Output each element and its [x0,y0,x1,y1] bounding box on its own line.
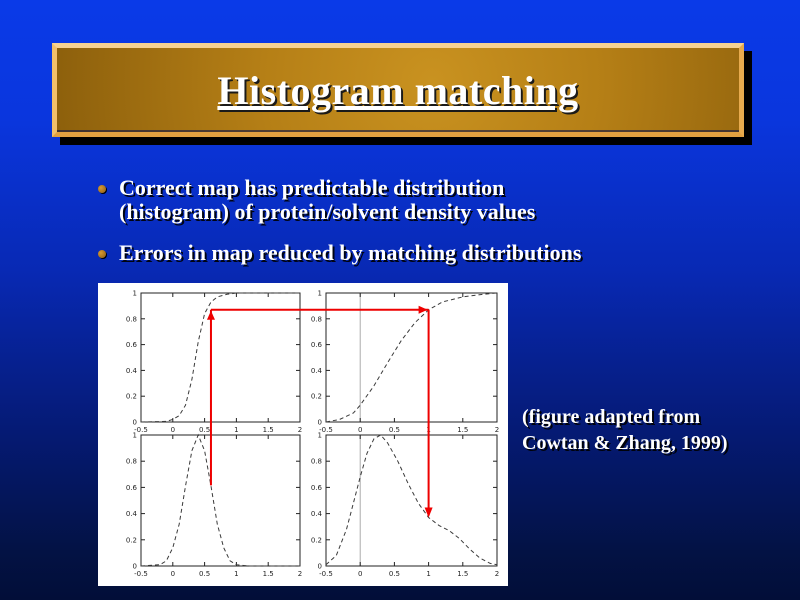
svg-text:0: 0 [318,563,322,571]
figure-svg: -0.500.511.5200.20.40.60.81-0.500.511.52… [126,290,499,579]
bullet-item: Correct map has predictable distribution… [98,176,718,224]
svg-text:1: 1 [133,432,137,440]
svg-text:0.6: 0.6 [126,484,138,492]
svg-text:2: 2 [298,426,302,434]
svg-text:0: 0 [133,419,137,427]
svg-text:0.4: 0.4 [311,510,323,518]
bullet-icon [98,250,106,258]
svg-text:0: 0 [171,570,175,578]
svg-text:0.6: 0.6 [126,341,138,349]
caption-line: (figure adapted from [522,406,701,428]
slide-title: Histogram matching [217,67,579,113]
bullet-icon [98,185,106,193]
svg-text:0.6: 0.6 [311,484,323,492]
svg-text:0.5: 0.5 [199,570,210,578]
bullet-item: Errors in map reduced by matching distri… [98,241,718,265]
svg-text:0: 0 [133,563,137,571]
svg-text:0: 0 [318,419,322,427]
svg-text:1.5: 1.5 [263,570,274,578]
svg-text:0.5: 0.5 [389,570,400,578]
svg-text:1: 1 [234,570,238,578]
svg-text:-0.5: -0.5 [134,426,148,434]
svg-text:-0.5: -0.5 [134,570,148,578]
svg-text:0: 0 [171,426,175,434]
svg-text:0: 0 [358,426,362,434]
bullet-line: (histogram) of protein/solvent density v… [119,199,536,224]
bullet-text: Correct map has predictable distribution… [119,176,535,224]
svg-text:0.8: 0.8 [126,458,137,466]
bullet-text: Errors in map reduced by matching distri… [119,241,581,265]
bullet-line: Correct map has predictable distribution [119,175,505,200]
caption-line: Cowtan & Zhang, 1999) [522,432,728,454]
svg-text:-0.5: -0.5 [319,426,333,434]
title-bar: Histogram matching [52,43,744,137]
svg-text:-0.5: -0.5 [319,570,333,578]
figure-panel: -0.500.511.5200.20.40.60.81-0.500.511.52… [98,283,508,586]
svg-text:1: 1 [426,570,430,578]
svg-text:1: 1 [133,290,137,298]
svg-text:0.8: 0.8 [311,315,322,323]
svg-text:0.6: 0.6 [311,341,323,349]
svg-text:1: 1 [318,290,322,298]
bullet-line: Errors in map reduced by matching distri… [119,240,582,265]
svg-text:1: 1 [234,426,238,434]
svg-text:1.5: 1.5 [457,426,468,434]
svg-text:2: 2 [495,570,499,578]
svg-text:0: 0 [358,570,362,578]
svg-text:0.4: 0.4 [126,367,138,375]
svg-text:0.5: 0.5 [199,426,210,434]
svg-text:2: 2 [298,570,302,578]
svg-text:1.5: 1.5 [263,426,274,434]
svg-text:0.5: 0.5 [389,426,400,434]
svg-text:0.4: 0.4 [311,367,323,375]
svg-text:0.2: 0.2 [126,536,137,544]
svg-text:0.4: 0.4 [126,510,138,518]
svg-text:0.2: 0.2 [126,393,137,401]
svg-text:1: 1 [318,432,322,440]
svg-text:0.8: 0.8 [311,458,322,466]
figure-caption: (figure adapted from Cowtan & Zhang, 199… [522,404,728,456]
svg-text:1.5: 1.5 [457,570,468,578]
bullet-list: Correct map has predictable distribution… [98,176,718,282]
svg-text:0.2: 0.2 [311,393,322,401]
svg-text:2: 2 [495,426,499,434]
svg-text:0.8: 0.8 [126,315,137,323]
svg-text:0.2: 0.2 [311,536,322,544]
